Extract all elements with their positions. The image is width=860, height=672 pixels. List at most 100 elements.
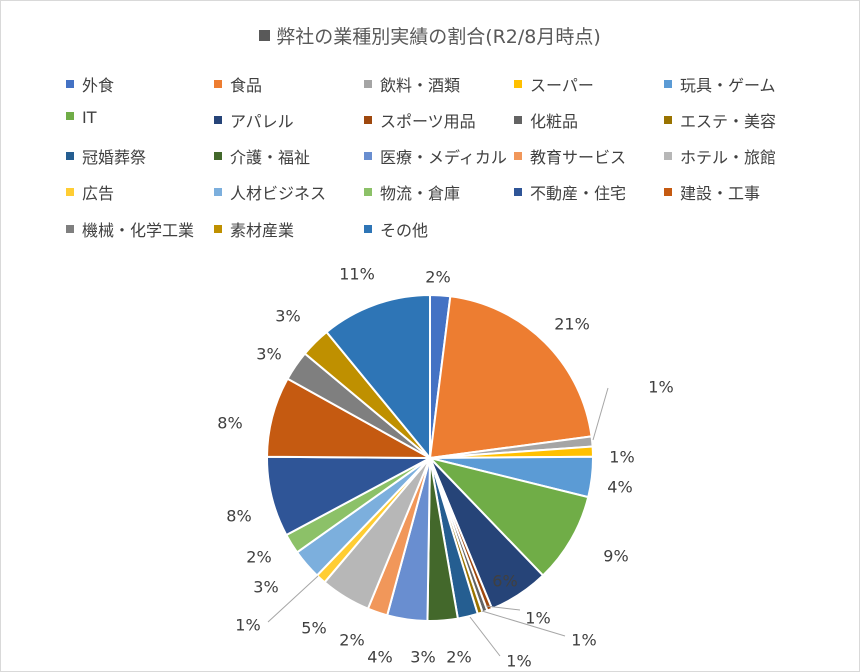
pie-slice (428, 295, 593, 460)
legend-label: 医療・メディカル (380, 148, 507, 167)
legend-item: 人材ビジネス (214, 180, 326, 204)
leader-line (481, 610, 566, 637)
data-label: 8% (226, 507, 251, 526)
legend-label: エステ・美容 (680, 112, 777, 131)
data-label: 6% (492, 572, 517, 591)
legend-label: 介護・福祉 (230, 148, 311, 167)
legend-label: ホテル・旅館 (680, 148, 777, 167)
legend-item: 素材産業 (214, 217, 294, 241)
legend-item: 冠婚葬祭 (66, 144, 146, 168)
data-label: 9% (603, 547, 628, 566)
data-label: 3% (256, 345, 281, 364)
legend-swatch (66, 80, 74, 88)
data-label: 4% (367, 648, 392, 667)
data-label: 2% (246, 548, 271, 567)
legend-item: 外食 (66, 72, 114, 96)
legend-swatch (514, 116, 522, 124)
legend-label: 物流・倉庫 (380, 184, 461, 203)
legend-item: アパレル (214, 108, 294, 132)
legend-swatch (364, 152, 372, 160)
data-label: 3% (253, 578, 278, 597)
data-label: 11% (339, 265, 375, 284)
legend-item: スポーツ用品 (364, 108, 476, 132)
legend-swatch (664, 80, 672, 88)
title-square-icon (259, 30, 271, 41)
legend-swatch (214, 80, 222, 88)
legend-swatch (66, 112, 74, 120)
legend-label: 建設・工事 (680, 184, 761, 203)
legend-item: 教育サービス (514, 144, 626, 168)
legend-label: その他 (380, 221, 429, 240)
legend-item: 医療・メディカル (364, 144, 507, 168)
data-label: 2% (425, 268, 450, 287)
legend-swatch (514, 152, 522, 160)
legend-label: 広告 (82, 184, 115, 203)
legend-label: スポーツ用品 (380, 112, 476, 131)
legend-item: 食品 (214, 72, 262, 96)
chart-title-row: 弊社の業種別実績の割合(R2/8月時点) (0, 22, 860, 49)
leader-line (485, 605, 521, 611)
legend-item: 介護・福祉 (214, 144, 310, 168)
legend-item: その他 (364, 217, 428, 241)
legend-item: 玩具・ゲーム (664, 72, 776, 96)
legend-item: 機械・化学工業 (66, 217, 194, 241)
data-label: 1% (235, 616, 260, 635)
leader-line (469, 616, 501, 657)
legend-item: 物流・倉庫 (364, 180, 460, 204)
legend-swatch (66, 225, 74, 233)
data-label: 2% (446, 648, 471, 667)
legend-label: 機械・化学工業 (82, 221, 195, 240)
chart-title: 弊社の業種別実績の割合(R2/8月時点) (276, 26, 601, 48)
legend-label: 飲料・酒類 (380, 76, 461, 95)
legend-swatch (664, 152, 672, 160)
legend-swatch (66, 188, 74, 196)
legend-swatch (214, 188, 222, 196)
data-label: 21% (554, 315, 590, 334)
legend-label: 人材ビジネス (230, 184, 327, 203)
legend-swatch (66, 152, 74, 160)
data-label: 1% (525, 609, 550, 628)
legend-swatch (514, 80, 522, 88)
legend-item: エステ・美容 (664, 108, 776, 132)
legend-swatch (664, 188, 672, 196)
legend-item: ホテル・旅館 (664, 144, 776, 168)
data-label: 3% (275, 307, 300, 326)
legend-label: 不動産・住宅 (530, 184, 627, 203)
legend-swatch (214, 116, 222, 124)
data-label: 8% (217, 414, 242, 433)
legend-item: 化粧品 (514, 108, 578, 132)
legend-swatch (214, 152, 222, 160)
legend-swatch (514, 188, 522, 196)
legend-label: 玩具・ゲーム (680, 76, 776, 95)
leader-line (592, 387, 609, 441)
legend-label: アパレル (230, 112, 294, 131)
data-label: 1% (571, 631, 596, 650)
pie-slice (325, 293, 431, 461)
legend-item: 飲料・酒類 (364, 72, 460, 96)
legend-item: 広告 (66, 180, 114, 204)
data-label: 1% (609, 448, 634, 467)
legend-label: 食品 (230, 76, 263, 95)
legend-label: 外食 (82, 76, 115, 95)
legend-swatch (664, 116, 672, 124)
legend-label: 化粧品 (530, 112, 579, 131)
legend-label: 素材産業 (230, 221, 295, 240)
legend-label: 教育サービス (530, 148, 627, 167)
legend-item: スーパー (514, 72, 594, 96)
legend-swatch (364, 80, 372, 88)
pie-slice (426, 456, 590, 577)
legend-swatch (364, 116, 372, 124)
data-label: 3% (410, 648, 435, 667)
legend-item: 建設・工事 (664, 180, 760, 204)
data-label: 2% (339, 631, 364, 650)
legend-label: スーパー (530, 76, 594, 95)
legend-swatch (214, 225, 222, 233)
legend-item: 不動産・住宅 (514, 180, 626, 204)
data-label: 4% (607, 478, 632, 497)
legend-label: IT (82, 108, 97, 127)
legend-swatch (364, 225, 372, 233)
legend-label: 冠婚葬祭 (82, 148, 147, 167)
leader-line (267, 575, 319, 623)
data-label: 5% (301, 619, 326, 638)
